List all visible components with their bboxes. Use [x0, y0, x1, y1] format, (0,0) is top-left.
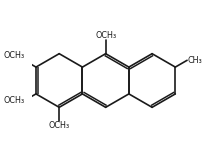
- Text: OCH₃: OCH₃: [3, 51, 24, 60]
- Text: CH₃: CH₃: [187, 56, 202, 65]
- Text: OCH₃: OCH₃: [3, 96, 24, 105]
- Text: OCH₃: OCH₃: [95, 31, 116, 40]
- Text: OCH₃: OCH₃: [49, 121, 70, 130]
